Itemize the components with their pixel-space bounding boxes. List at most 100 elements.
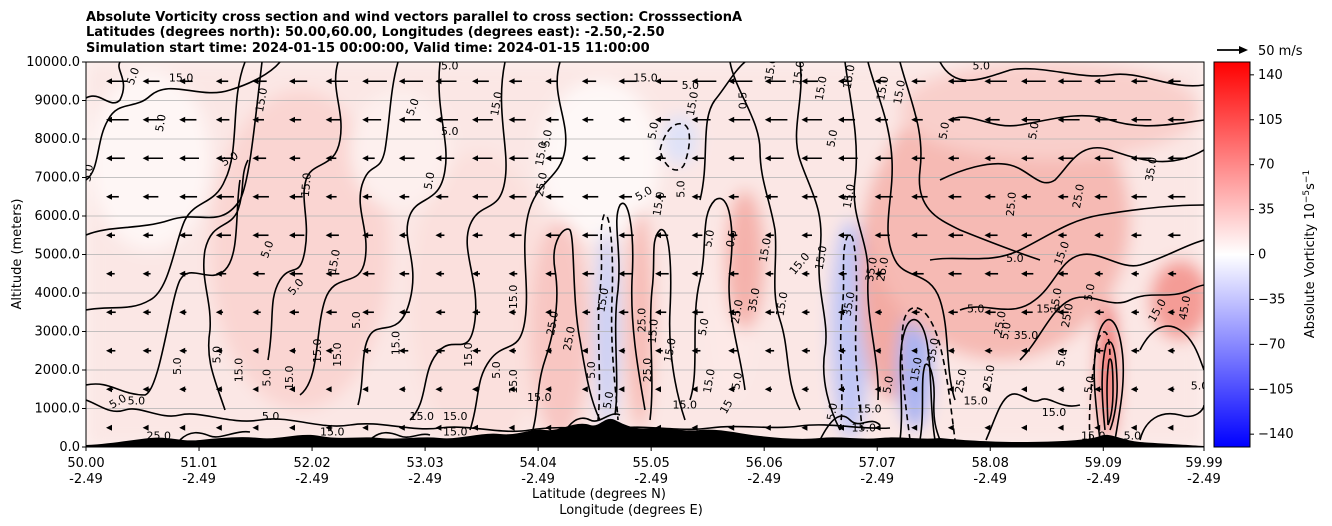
x-tick-label-lon: -2.49 (521, 472, 555, 487)
wind-vector-head (691, 347, 698, 354)
wind-vector-head (764, 116, 771, 123)
wind-vector-head (106, 270, 112, 277)
wind-vector-head (1167, 309, 1174, 316)
contour-line (649, 229, 686, 421)
wind-vector-head (911, 116, 918, 123)
wind-vector-head (618, 347, 625, 354)
wind-vector-head (435, 116, 442, 123)
wind-vector-head (618, 309, 625, 316)
wind-vector-head (508, 386, 515, 393)
wind-vector-head (472, 155, 478, 162)
contour-label: 5.0 (441, 125, 459, 138)
x-tick-label-lat: 51.01 (180, 456, 217, 471)
contour-line (1093, 318, 1125, 441)
wind-vector-head (325, 116, 332, 123)
wind-vector-head (252, 309, 259, 316)
wind-vector-head (142, 193, 149, 200)
wind-vector-head (764, 347, 771, 354)
wind-vector-head (581, 232, 588, 239)
contour-label: 15.0 (762, 56, 779, 82)
wind-vector-head (984, 155, 991, 162)
contour-label: 45.0 (1176, 295, 1193, 321)
wind-vector-head (1057, 155, 1064, 162)
wind-vector-head (838, 270, 844, 277)
contour-line (86, 62, 246, 311)
x-tick-label-lat: 59.09 (1085, 456, 1122, 471)
wind-vector-head (874, 270, 881, 277)
contour-label: 5.0 (153, 113, 169, 132)
contour-label: 5.0 (404, 97, 422, 118)
contour-line (179, 430, 251, 441)
wind-vector-head (179, 155, 186, 162)
x-tick-label-lat: 54.04 (520, 456, 557, 471)
wind-vector-head (838, 309, 844, 316)
wind-vector-head (618, 155, 625, 162)
wind-vector-head (1130, 347, 1137, 354)
contour-label: 25.0 (729, 298, 746, 324)
wind-vector-head (1167, 424, 1174, 431)
wind-vector-head (874, 78, 881, 85)
wind-vector-head (545, 309, 552, 316)
wind-vector-head (1130, 309, 1137, 316)
contour-label: 25.0 (544, 310, 561, 336)
field-blob (900, 62, 1200, 160)
contour-label: 15.0 (594, 287, 611, 313)
contour-line (409, 62, 507, 421)
contour-label: 15.0 (443, 410, 468, 423)
wind-vector-head (1094, 386, 1101, 393)
colorbar-ticks: 140 105 70 35 0 −35 −70 −105 −140 (1250, 68, 1294, 442)
wind-vector-head (362, 309, 369, 316)
wind-vector-head (838, 424, 844, 431)
wind-vector-head (947, 424, 954, 431)
x-tick-label-lat: 52.02 (293, 456, 330, 471)
wind-vector-head (472, 78, 478, 85)
wind-vector-head (581, 309, 588, 316)
contour-line (939, 62, 1204, 87)
colorbar-tick-label: 140 (1258, 68, 1283, 83)
wind-vector-head (655, 232, 661, 239)
colorbar: 140 105 70 35 0 −35 −70 −105 −140 Absolute Vorti… (1213, 61, 1318, 448)
y-tick-label: 0.0 (59, 440, 80, 455)
wind-vector-head (142, 424, 149, 431)
wind-vector-head (325, 309, 332, 316)
contour-line (86, 62, 125, 104)
wind-vector-head (618, 78, 625, 85)
wind-vector-head (142, 155, 149, 162)
contour-line (357, 62, 447, 406)
contour-line (1101, 341, 1118, 431)
wind-vector-head (289, 78, 295, 85)
colorbar-label-exp1: −5 (1302, 190, 1312, 203)
wind-vector-head (728, 232, 735, 239)
wind-vector-head (655, 270, 661, 277)
contour-label: 15.0 (533, 141, 550, 167)
wind-vector-head (874, 193, 881, 200)
wind-vector-head (398, 193, 405, 200)
wind-vector-head (581, 193, 588, 200)
y-tick-label: 8000.0 (35, 132, 81, 147)
wind-vector-head (691, 116, 698, 123)
wind-vector-head (764, 270, 771, 277)
quiver-key-arrow-head (1239, 46, 1248, 54)
wind-vector-head (289, 193, 295, 200)
colorbar-tick-label: −70 (1258, 337, 1285, 352)
wind-vector-head (106, 424, 112, 431)
wind-vector-head (179, 424, 186, 431)
wind-vector-head (545, 116, 552, 123)
contour-line (795, 62, 841, 431)
colorbar-label: Absolute Vorticity 10−5s−1 (1302, 170, 1318, 338)
wind-vector-head (691, 270, 698, 277)
wind-vector-head (838, 78, 844, 85)
wind-vector-head (142, 309, 149, 316)
wind-vector-head (435, 193, 442, 200)
x-tick-label-lon: -2.49 (860, 472, 894, 487)
wind-vector-head (435, 424, 442, 431)
wind-vector-head (325, 232, 332, 239)
quiver-key: 50 m/s (1217, 44, 1303, 59)
wind-vector-head (179, 347, 186, 354)
wind-vector-head (545, 386, 552, 393)
wind-vector-head (1094, 347, 1101, 354)
wind-vector-head (838, 155, 844, 162)
contour-label: 5.0 (973, 60, 991, 73)
wind-vector-head (838, 386, 844, 393)
wind-vector-head (874, 232, 881, 239)
